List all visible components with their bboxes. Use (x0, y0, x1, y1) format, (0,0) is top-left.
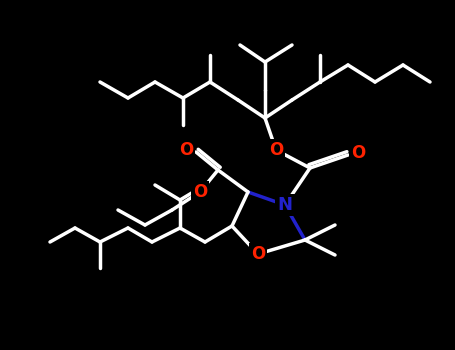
Text: O: O (179, 141, 193, 159)
Text: O: O (251, 245, 265, 263)
Text: O: O (269, 141, 283, 159)
Text: O: O (193, 183, 207, 201)
Text: O: O (351, 144, 365, 162)
Text: N: N (278, 196, 293, 214)
